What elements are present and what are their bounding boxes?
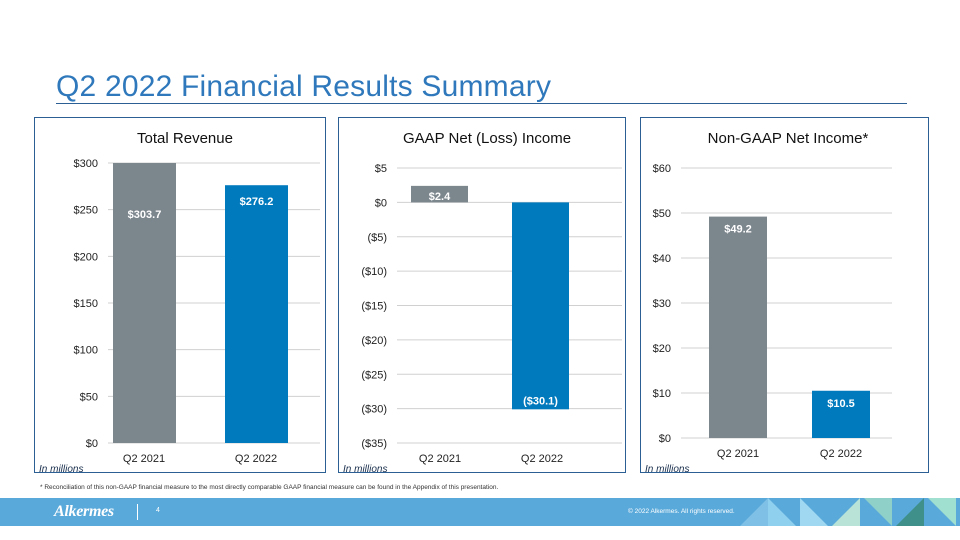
x-tick-label: Q2 2022 [521, 453, 563, 465]
y-tick-label: ($5) [367, 232, 387, 244]
y-tick-label: $0 [375, 197, 387, 209]
y-tick-label: $200 [74, 251, 98, 263]
chart-panel-gaap-net-income: GAAP Net (Loss) Income ($35) ($30) ($25) ($2… [338, 117, 626, 475]
chart-panel-total-revenue: Total Revenue $0 $50 $100 $150 $200 $250 $300 $3… [34, 117, 326, 475]
footer-divider [137, 504, 138, 520]
data-label: ($30.1) [523, 395, 558, 407]
footer-decoration [740, 498, 956, 526]
x-tick-label: Q2 2021 [123, 453, 165, 465]
footer-bar: Alkermes 4 © 2022 Alkermes. All rights r… [0, 498, 960, 526]
y-tick-label: ($30) [361, 404, 387, 416]
units-note: In millions [343, 464, 388, 475]
gaap-net-income-chart: GAAP Net (Loss) Income ($35) ($30) ($25) ($2… [361, 130, 622, 465]
alkermes-logo: Alkermes [54, 503, 114, 520]
y-tick-label: $0 [86, 438, 98, 450]
title-divider [56, 103, 907, 104]
bar-q2-2021 [411, 185, 468, 203]
x-tick-label: Q2 2022 [820, 448, 862, 460]
y-tick-label: $30 [653, 298, 671, 310]
y-tick-label: ($25) [361, 369, 387, 381]
page-title: Q2 2022 Financial Results Summary [56, 70, 552, 103]
y-tick-label: $20 [653, 343, 671, 355]
bar-q2-2021 [113, 163, 176, 443]
total-revenue-chart: Total Revenue $0 $50 $100 $150 $200 $250 $300 $3… [74, 130, 320, 465]
chart-title: Total Revenue [137, 130, 233, 147]
y-tick-label: $40 [653, 253, 671, 265]
y-tick-label: $150 [74, 298, 98, 310]
chart-panel-non-gaap-net-income: Non-GAAP Net Income* $0 $10 $20 $30 $40 $50 $60… [640, 117, 929, 475]
chart-title: Non-GAAP Net Income* [708, 130, 869, 147]
y-tick-label: $60 [653, 163, 671, 175]
x-tick-label: Q2 2022 [235, 453, 277, 465]
footnote: * Reconciliation of this non-GAAP financ… [40, 484, 499, 491]
units-note: In millions [645, 464, 690, 475]
y-tick-label: $50 [80, 391, 98, 403]
y-tick-label: $250 [74, 205, 98, 217]
y-tick-label: $100 [74, 345, 98, 357]
data-label: $49.2 [724, 224, 752, 236]
chart-title: GAAP Net (Loss) Income [403, 130, 571, 147]
bar-q2-2022 [512, 202, 569, 410]
copyright-text: © 2022 Alkermes. All rights reserved. [628, 508, 735, 515]
x-tick-label: Q2 2021 [717, 448, 759, 460]
units-note: In millions [39, 464, 84, 475]
y-tick-label: $50 [653, 208, 671, 220]
y-tick-label: $0 [659, 433, 671, 445]
y-tick-label: ($15) [361, 301, 387, 313]
data-label: $276.2 [240, 196, 274, 208]
non-gaap-net-income-chart: Non-GAAP Net Income* $0 $10 $20 $30 $40 $50 $60… [653, 130, 892, 460]
y-tick-label: ($10) [361, 266, 387, 278]
data-label: $303.7 [128, 209, 162, 221]
y-tick-label: ($35) [361, 438, 387, 450]
bar-q2-2022 [225, 185, 288, 444]
y-tick-label: $10 [653, 388, 671, 400]
y-tick-label: $300 [74, 158, 98, 170]
x-tick-label: Q2 2021 [419, 453, 461, 465]
data-label: $10.5 [827, 398, 855, 410]
page-number: 4 [156, 507, 160, 514]
y-tick-label: $5 [375, 163, 387, 175]
bar-q2-2021 [709, 216, 767, 438]
bar-q2-2022 [812, 390, 870, 438]
y-tick-label: ($20) [361, 335, 387, 347]
data-label: $2.4 [429, 191, 451, 203]
